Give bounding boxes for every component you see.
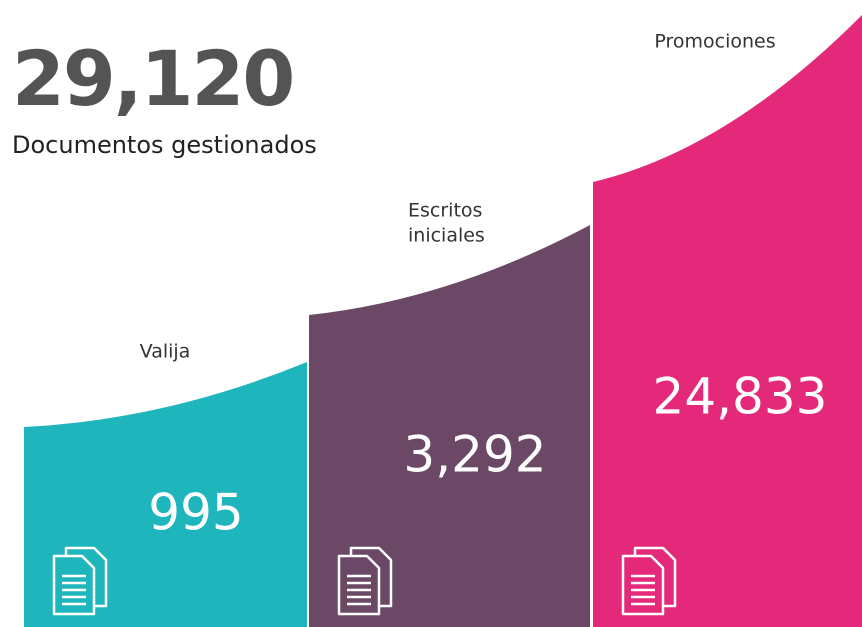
segment-label: Valija: [140, 341, 191, 363]
total-value: 29,120: [12, 34, 293, 123]
panel: [24, 362, 307, 627]
segment-value: 995: [148, 484, 243, 542]
segment-label: iniciales: [408, 225, 485, 247]
document-icon: [621, 546, 677, 616]
segment-label: Promociones: [654, 31, 775, 53]
icon-page-front: [337, 554, 381, 616]
segment-value: 3,292: [403, 426, 546, 484]
document-icon: [52, 546, 108, 616]
icon-page-front: [621, 554, 665, 616]
total-label: Documentos gestionados: [12, 131, 317, 159]
panel: [309, 225, 590, 627]
segment-value: 24,833: [653, 368, 828, 426]
document-icon: [337, 546, 393, 616]
icon-page-front: [52, 554, 96, 616]
segment-label: Escritos: [408, 200, 482, 222]
panel: [593, 15, 862, 627]
